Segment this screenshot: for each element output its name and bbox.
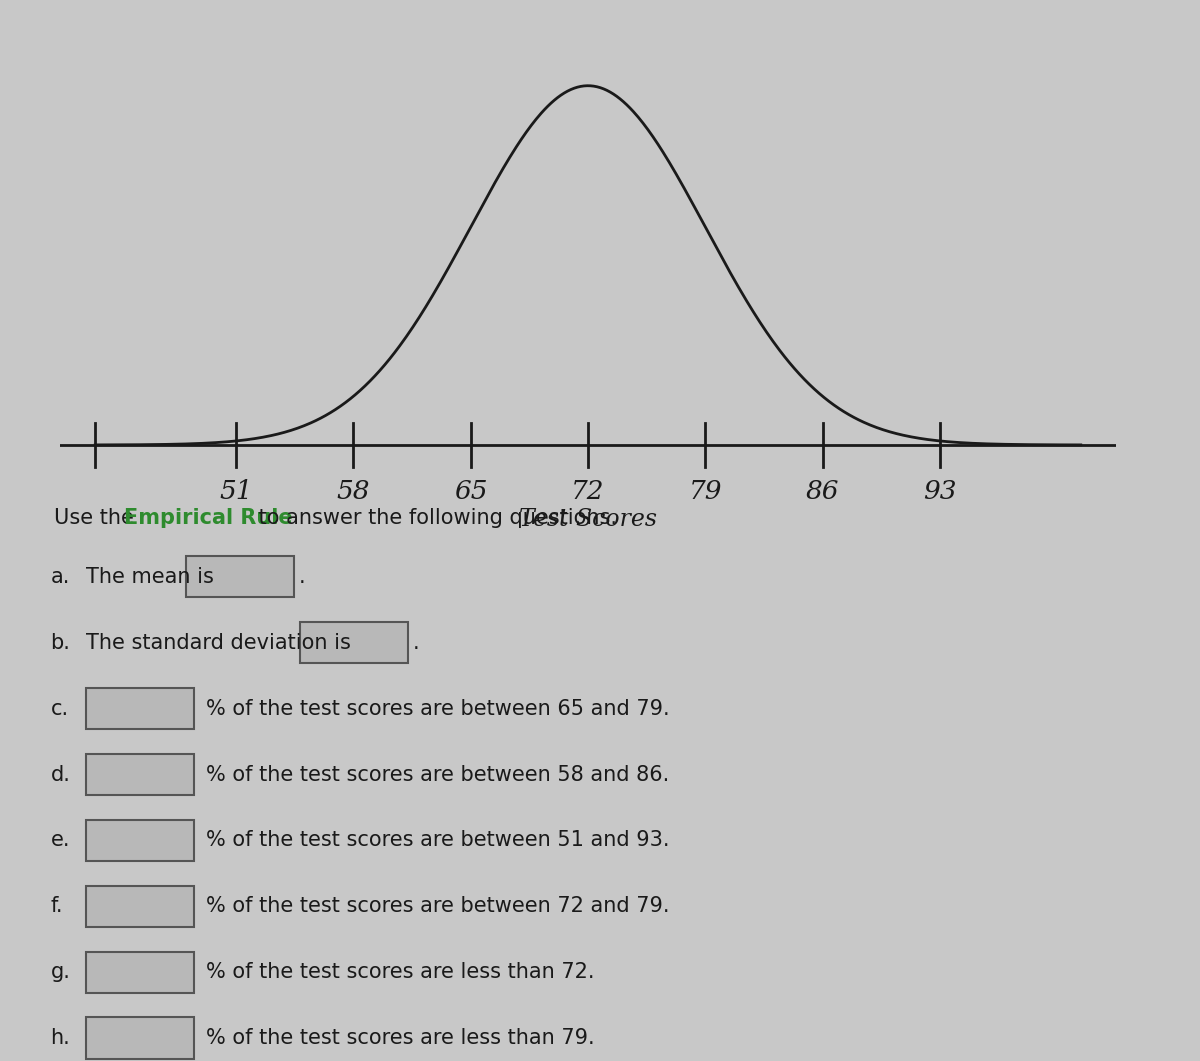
FancyBboxPatch shape bbox=[86, 754, 194, 795]
Text: The mean is: The mean is bbox=[86, 567, 215, 587]
Text: c.: c. bbox=[50, 698, 68, 718]
Text: % of the test scores are between 51 and 93.: % of the test scores are between 51 and … bbox=[206, 831, 670, 851]
FancyBboxPatch shape bbox=[86, 886, 194, 927]
Text: 93: 93 bbox=[923, 480, 956, 504]
Text: 51: 51 bbox=[220, 480, 253, 504]
Text: % of the test scores are between 65 and 79.: % of the test scores are between 65 and … bbox=[206, 698, 670, 718]
Text: 65: 65 bbox=[454, 480, 487, 504]
FancyBboxPatch shape bbox=[86, 1017, 194, 1059]
Text: .: . bbox=[413, 632, 420, 653]
Text: 79: 79 bbox=[689, 480, 722, 504]
Text: f.: f. bbox=[50, 897, 62, 917]
Text: 72: 72 bbox=[571, 480, 605, 504]
Text: 58: 58 bbox=[336, 480, 370, 504]
Text: % of the test scores are between 58 and 86.: % of the test scores are between 58 and … bbox=[206, 765, 670, 784]
FancyBboxPatch shape bbox=[186, 556, 294, 597]
Text: Test Scores: Test Scores bbox=[518, 508, 658, 530]
Text: The standard deviation is: The standard deviation is bbox=[86, 632, 352, 653]
FancyBboxPatch shape bbox=[86, 820, 194, 862]
Text: % of the test scores are less than 72.: % of the test scores are less than 72. bbox=[206, 962, 595, 982]
Text: Empirical Rule: Empirical Rule bbox=[124, 508, 293, 528]
Text: g.: g. bbox=[50, 962, 71, 982]
Text: b.: b. bbox=[50, 632, 71, 653]
Text: to answer the following questions.: to answer the following questions. bbox=[252, 508, 617, 528]
Text: 86: 86 bbox=[806, 480, 840, 504]
Text: Use the: Use the bbox=[54, 508, 140, 528]
FancyBboxPatch shape bbox=[86, 952, 194, 993]
FancyBboxPatch shape bbox=[300, 622, 408, 663]
Text: % of the test scores are between 72 and 79.: % of the test scores are between 72 and … bbox=[206, 897, 670, 917]
Text: % of the test scores are less than 79.: % of the test scores are less than 79. bbox=[206, 1028, 595, 1048]
Text: h.: h. bbox=[50, 1028, 70, 1048]
Text: a.: a. bbox=[50, 567, 70, 587]
Text: .: . bbox=[299, 567, 305, 587]
FancyBboxPatch shape bbox=[86, 688, 194, 729]
Text: d.: d. bbox=[50, 765, 71, 784]
Text: e.: e. bbox=[50, 831, 70, 851]
